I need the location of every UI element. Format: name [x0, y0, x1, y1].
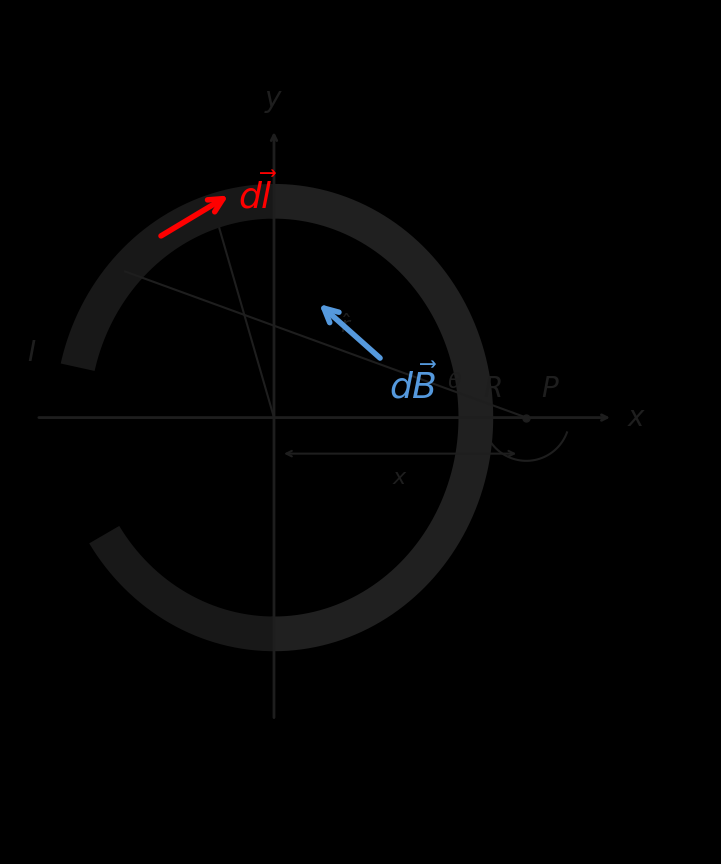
Text: $x$: $x$	[627, 403, 647, 432]
Text: $I$: $I$	[27, 339, 36, 366]
Text: $d\vec{l}$: $d\vec{l}$	[238, 173, 278, 215]
Text: $x$: $x$	[392, 468, 408, 488]
Text: $\theta$: $\theta$	[446, 372, 462, 391]
Text: $\hat{r}$: $\hat{r}$	[340, 314, 353, 337]
Text: $R$: $R$	[483, 375, 502, 403]
Text: $y$: $y$	[265, 86, 283, 115]
Text: $P$: $P$	[541, 375, 559, 403]
Text: $d\vec{B}$: $d\vec{B}$	[389, 364, 438, 405]
